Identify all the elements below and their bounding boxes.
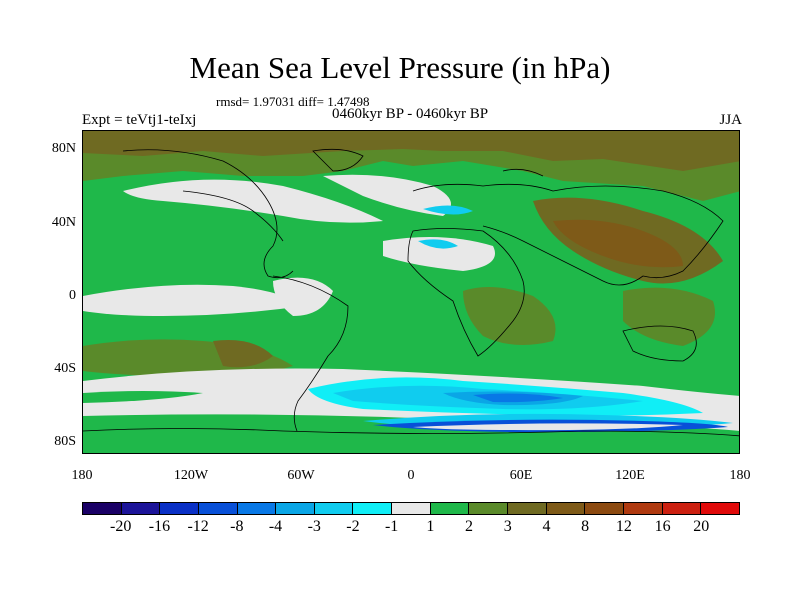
lon-label-60w: 60W: [287, 468, 315, 483]
lat-label-40s: 40S: [54, 361, 76, 376]
colorbar-label: -1: [384, 518, 399, 535]
colorbar-segment: [237, 503, 277, 514]
colorbar-label: -2: [346, 518, 360, 535]
lat-label-80s: 80S: [54, 434, 76, 449]
statistics-text: rmsd= 1.97031 diff= 1.47498: [216, 94, 370, 109]
map-title: Mean Sea Level Pressure (in hPa): [189, 50, 611, 85]
colorbar-label: 1: [426, 518, 435, 535]
colorbar-label: 20: [693, 518, 710, 535]
coastlines: [83, 148, 739, 437]
colorbar-label: 12: [615, 518, 632, 535]
colorbar-segment: [392, 503, 431, 514]
colorbar-segment: [353, 503, 393, 514]
lon-label-120e: 120E: [615, 468, 645, 483]
colorbar-segment: [198, 503, 238, 514]
colorbar-segment: [160, 503, 199, 514]
colorbar-segment: [430, 503, 470, 514]
colorbar-label: -8: [230, 518, 244, 535]
experiment-label: Expt = teVtj1-teIxj: [82, 112, 197, 128]
colorbar-label: 16: [654, 518, 671, 535]
colorbar-segment: [623, 503, 663, 514]
colorbar-segment: [508, 503, 547, 514]
high-pressure-areas: [83, 131, 739, 378]
colorbar-segment: [469, 503, 509, 514]
colorbar-segment: [276, 503, 315, 514]
colorbar-segment: [121, 503, 161, 514]
lon-label-60e: 60E: [509, 468, 533, 483]
lon-label-0: 0: [407, 468, 415, 483]
colorbar-label: -3: [307, 518, 321, 535]
colorbar-segment: [83, 503, 122, 514]
colorbar-segment: [314, 503, 354, 514]
colorbar-segment: [662, 503, 702, 514]
period-subtitle: 0460kyr BP - 0460kyr BP: [331, 106, 489, 122]
colorbar-segment: [546, 503, 586, 514]
colorbar: [82, 502, 740, 515]
colorbar-label: -4: [268, 518, 283, 535]
lon-label-180w: 180: [71, 468, 93, 483]
colorbar-label: -20: [110, 518, 132, 535]
map-canvas: [83, 131, 739, 453]
lat-label-40n: 40N: [51, 215, 76, 230]
pressure-map: [82, 130, 740, 454]
colorbar-segment: [585, 503, 624, 514]
lon-label-180e: 180: [729, 468, 751, 483]
colorbar-label: -16: [148, 518, 171, 535]
colorbar-label: -12: [187, 518, 209, 535]
colorbar-label: 2: [465, 518, 474, 535]
colorbar-label: 4: [542, 518, 551, 535]
season-label: JJA: [719, 112, 742, 128]
colorbar-segment: [701, 503, 739, 514]
colorbar-label: 8: [581, 518, 590, 535]
lat-label-80n: 80N: [51, 141, 76, 156]
lon-label-120w: 120W: [173, 468, 209, 483]
low-pressure-areas: [308, 205, 733, 433]
colorbar-label: 3: [503, 518, 512, 535]
lat-label-0: 0: [69, 288, 76, 303]
